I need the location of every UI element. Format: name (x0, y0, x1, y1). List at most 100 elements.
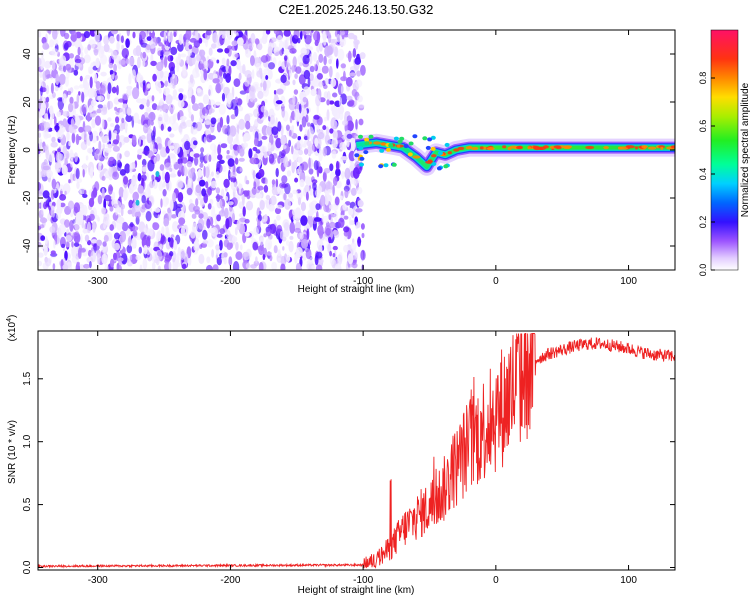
noise-speckle (150, 54, 154, 63)
noise-speckle (62, 111, 70, 117)
noise-speckle (335, 160, 340, 171)
noise-speckle (208, 154, 212, 162)
noise-speckle (348, 99, 355, 107)
ridge-blob (397, 139, 403, 144)
snr-exponent-base: (x10 (7, 321, 18, 341)
noise-speckle (266, 251, 273, 256)
noise-speckle (351, 89, 358, 97)
noise-speckle (199, 49, 206, 58)
noise-speckle (101, 187, 105, 199)
noise-speckle (158, 42, 163, 47)
noise-speckle (71, 132, 76, 144)
noise-speckle (55, 168, 61, 173)
y-tick-label: -40 (22, 238, 33, 253)
noise-speckle (80, 141, 88, 151)
noise-speckle (263, 233, 267, 238)
noise-speckle (108, 166, 113, 178)
noise-speckle (101, 175, 106, 181)
noise-speckle (42, 97, 46, 103)
noise-speckle (305, 191, 309, 201)
noise-speckle (172, 221, 179, 233)
noise-speckle (180, 53, 187, 58)
ridge-hotspot (447, 151, 452, 155)
noise-speckle (62, 93, 67, 104)
noise-speckle (84, 234, 90, 242)
noise-speckle (167, 209, 172, 221)
noise-speckle (39, 70, 43, 78)
ridge-blob (393, 136, 399, 141)
noise-speckle (152, 148, 157, 153)
noise-speckle (116, 41, 120, 52)
noise-speckle (164, 51, 171, 56)
noise-speckle (248, 148, 253, 159)
noise-speckle (215, 83, 222, 94)
noise-speckle (141, 194, 146, 204)
noise-speckle (57, 148, 61, 153)
noise-speckle (96, 39, 102, 51)
noise-speckle (226, 115, 230, 125)
noise-speckle (277, 188, 284, 195)
noise-speckle (111, 30, 118, 35)
noise-speckle (235, 241, 239, 251)
noise-speckle (301, 161, 309, 171)
noise-speckle (170, 46, 178, 56)
noise-speckle (355, 208, 363, 213)
noise-speckle (248, 85, 256, 96)
noise-speckle (191, 213, 197, 219)
noise-speckle (111, 86, 117, 94)
noise-speckle (276, 214, 281, 221)
noise-speckle (121, 44, 124, 50)
noise-speckle (328, 65, 333, 78)
noise-speckle (161, 169, 165, 181)
noise-speckle (48, 30, 52, 35)
noise-speckle (143, 123, 149, 134)
noise-speckle (100, 71, 107, 77)
noise-speckle (246, 94, 249, 104)
noise-speckle (314, 189, 321, 197)
noise-speckle (38, 252, 44, 258)
ridge-hotspot (486, 147, 495, 151)
snr-exponent-power: 4 (6, 318, 13, 322)
noise-speckle (239, 148, 245, 157)
noise-speckle (71, 247, 75, 253)
noise-speckle (355, 221, 361, 229)
noise-speckle (344, 167, 351, 180)
noise-speckle (195, 198, 199, 207)
noise-speckle (348, 216, 352, 226)
noise-speckle (157, 214, 161, 221)
y-tick-label: 0 (22, 147, 33, 153)
noise-speckle (250, 33, 256, 44)
noise-speckle (198, 213, 204, 219)
noise-speckle (152, 179, 158, 189)
noise-speckle (267, 69, 273, 80)
noise-speckle (74, 113, 80, 123)
noise-speckle (332, 230, 339, 236)
noise-speckle (193, 153, 200, 158)
noise-speckle (104, 263, 109, 270)
noise-speckle (329, 256, 335, 266)
noise-speckle (288, 129, 292, 137)
noise-speckle (216, 59, 220, 64)
noise-speckle (39, 107, 46, 116)
noise-speckle (125, 122, 128, 134)
noise-speckle (189, 198, 193, 205)
noise-speckle (360, 223, 365, 230)
noise-speckle (328, 100, 335, 105)
noise-speckle (119, 141, 122, 148)
noise-speckle (42, 165, 50, 171)
noise-speckle (210, 227, 219, 237)
noise-speckle (114, 130, 118, 135)
noise-speckle (41, 36, 47, 45)
noise-speckle (133, 112, 140, 124)
noise-speckle (239, 167, 243, 172)
noise-speckle (309, 46, 313, 51)
noise-speckle (320, 259, 324, 264)
noise-speckle (273, 45, 277, 54)
noise-speckle (160, 50, 164, 56)
noise-speckle (220, 143, 228, 149)
ridge-hotspot (479, 146, 484, 150)
noise-speckle (132, 31, 136, 39)
noise-speckle (231, 40, 238, 46)
noise-speckle (289, 115, 293, 124)
